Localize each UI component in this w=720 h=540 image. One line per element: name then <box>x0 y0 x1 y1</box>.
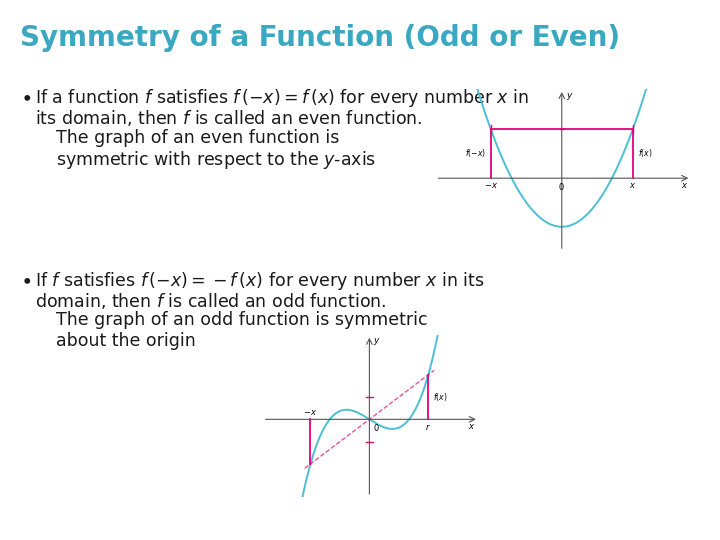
Text: its domain, then $f$ is called an even function.: its domain, then $f$ is called an even f… <box>35 108 422 128</box>
Text: $0$: $0$ <box>559 180 565 192</box>
Text: $f(x)$: $f(x)$ <box>433 391 447 403</box>
Text: $\bullet$: $\bullet$ <box>20 270 32 289</box>
Text: $x$: $x$ <box>469 422 476 431</box>
Text: symmetric with respect to the $y$-axis: symmetric with respect to the $y$-axis <box>56 149 377 171</box>
Text: $\bullet$: $\bullet$ <box>20 87 32 106</box>
Text: about the origin: about the origin <box>56 332 196 349</box>
Text: The graph of an odd function is symmetric: The graph of an odd function is symmetri… <box>56 311 428 329</box>
Text: $-x$: $-x$ <box>303 408 318 416</box>
Text: $r$: $r$ <box>426 422 431 432</box>
Text: $y$: $y$ <box>373 336 380 347</box>
Text: If $f$ satisfies $f\,(-x) = -f\,(x)$ for every number $x$ in its: If $f$ satisfies $f\,(-x) = -f\,(x)$ for… <box>35 270 485 292</box>
Text: $x$: $x$ <box>681 180 688 190</box>
Text: $x$: $x$ <box>629 180 636 190</box>
Text: $y$: $y$ <box>566 91 573 102</box>
Text: $f(x)$: $f(x)$ <box>638 147 652 159</box>
Text: $-x$: $-x$ <box>484 180 498 190</box>
Text: $f(-x)$: $f(-x)$ <box>464 147 485 159</box>
Text: Symmetry of a Function (Odd or Even): Symmetry of a Function (Odd or Even) <box>20 24 621 52</box>
Text: If a function $f$ satisfies $f\,(-x) = f\,(x)$ for every number $x$ in: If a function $f$ satisfies $f\,(-x) = f… <box>35 87 528 110</box>
Text: domain, then $f$ is called an odd function.: domain, then $f$ is called an odd functi… <box>35 291 386 310</box>
Text: The graph of an even function is: The graph of an even function is <box>56 129 340 146</box>
Text: $0$: $0$ <box>373 422 379 433</box>
